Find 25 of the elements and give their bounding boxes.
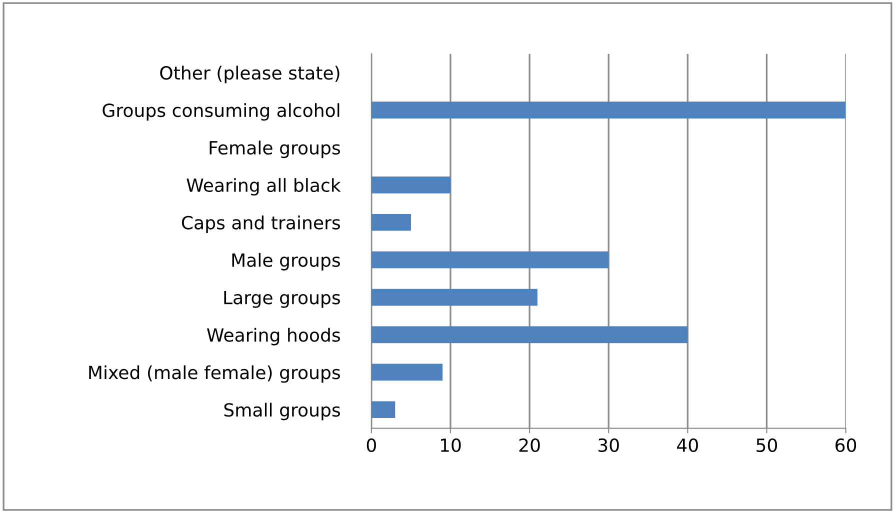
x-tick-label: 60 [836,438,856,452]
bar [371,102,846,118]
y-tick-label: Female groups [210,140,340,158]
x-tick-label: 0 [366,438,376,452]
bar [371,326,688,344]
y-tick-label: Caps and trainers [182,216,340,233]
x-tick-label: 30 [598,438,619,452]
y-tick-label: Large groups [224,290,340,308]
x-tick-label: 40 [677,438,698,452]
y-tick-label: Wearing all black [186,178,341,196]
bar [371,251,609,268]
y-tick-label: Wearing hoods [207,328,340,346]
y-tick-label: Mixed (male female) groups [89,365,340,383]
y-tick-label: Male groups [232,252,340,270]
bar [371,401,396,418]
y-tick-label: Groups consuming alcohol [102,103,340,121]
x-tick-label: 20 [519,438,540,452]
y-tick-label: Small groups [224,402,340,420]
x-tick-label: 50 [756,438,778,452]
bar [371,176,450,194]
x-tick-label: 10 [440,438,461,452]
bar [371,364,443,381]
y-tick-label: Other (please state) [160,66,340,84]
bar [371,214,411,231]
bar [371,288,538,306]
